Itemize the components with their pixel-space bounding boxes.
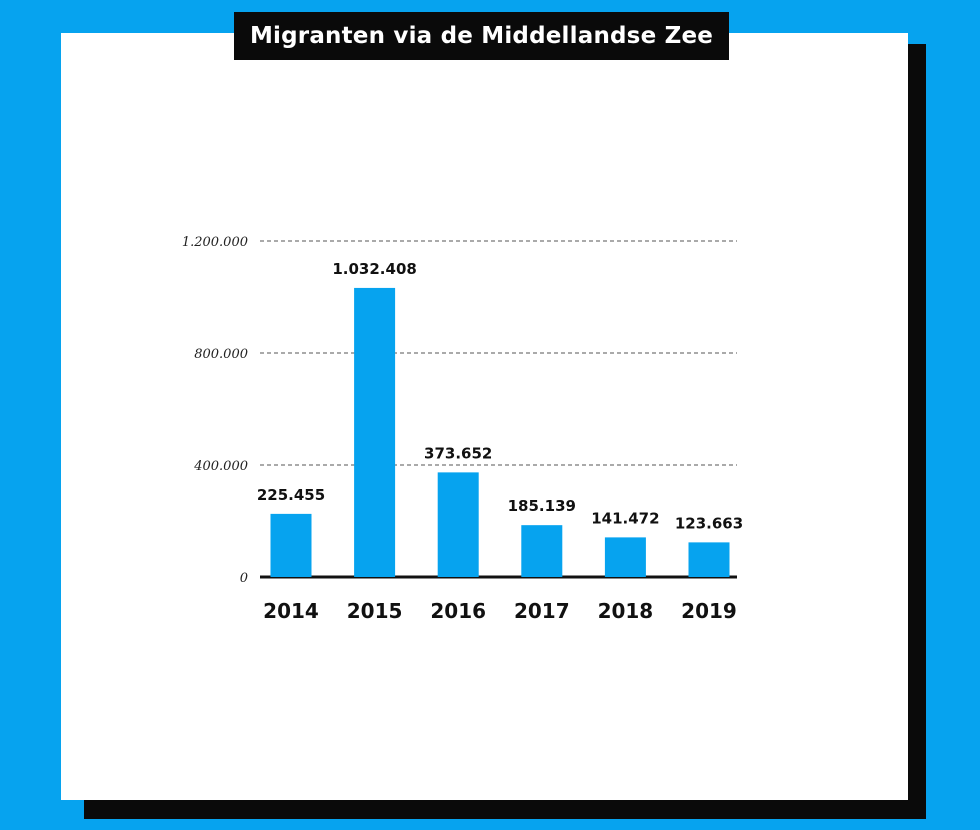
x-tick-label: 2014 — [263, 599, 319, 623]
x-tick-label: 2016 — [430, 599, 486, 623]
chart-card — [61, 33, 908, 800]
labels: 0 400.000 800.000 1.200.000 225.455 2014 1.032… — [182, 235, 743, 623]
data-label: 185.139 — [508, 497, 576, 515]
x-tick-label: 2017 — [514, 599, 570, 623]
bar-2017 — [521, 525, 563, 577]
chart-title-box: Migranten via de Middellandse Zee — [234, 12, 729, 60]
bar-2014 — [270, 513, 312, 577]
data-label: 1.032.408 — [332, 260, 416, 278]
data-label: 123.663 — [675, 514, 743, 532]
data-label: 225.455 — [257, 486, 325, 504]
bar-2015 — [354, 287, 396, 577]
gridlines — [260, 240, 737, 579]
x-tick-label: 2015 — [347, 599, 403, 623]
x-tick-label: 2018 — [598, 599, 654, 623]
data-label: 373.652 — [424, 444, 492, 462]
data-label: 141.472 — [591, 509, 659, 527]
chart-title: Migranten via de Middellandse Zee — [249, 23, 714, 49]
bar-2016 — [437, 472, 479, 577]
x-tick-label: 2019 — [681, 599, 737, 623]
bar-2018 — [604, 537, 646, 577]
y-tick-label: 1.200.000 — [182, 235, 248, 250]
y-tick-label: 400.000 — [193, 459, 248, 474]
bar-2019 — [688, 542, 730, 577]
y-tick-label: 800.000 — [194, 347, 248, 362]
bars — [270, 287, 730, 577]
y-tick-label: 0 — [240, 571, 248, 586]
